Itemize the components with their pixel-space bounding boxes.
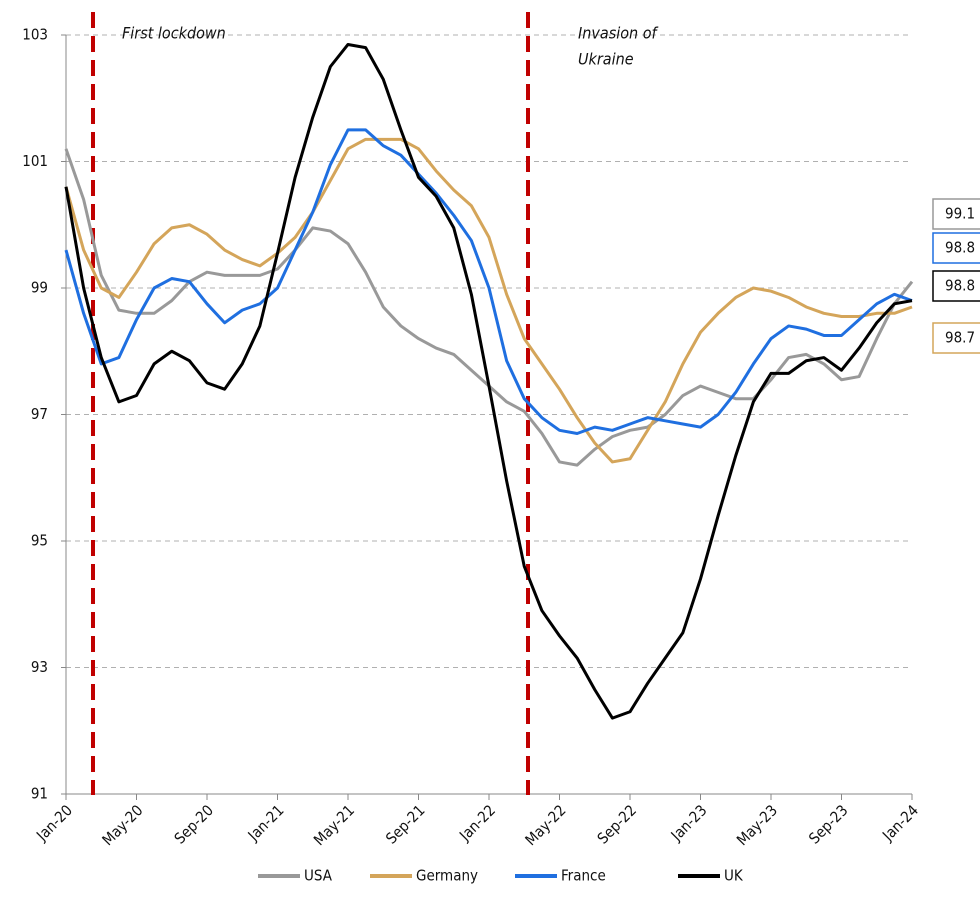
x-tick-label: Sep-20 <box>171 801 217 847</box>
y-tick-label: 97 <box>31 405 48 423</box>
x-tick-label: Jan-23 <box>667 801 711 845</box>
x-tick-label: Sep-23 <box>805 801 851 847</box>
legend-label: USA <box>304 867 333 885</box>
y-tick-label: 101 <box>22 152 48 170</box>
annotation: Invasion of <box>578 24 659 43</box>
series-line <box>64 137 913 464</box>
annotation: Ukraine <box>578 50 634 69</box>
end-label-box <box>932 322 980 354</box>
series-line <box>64 128 913 435</box>
x-tick-label: Jan-22 <box>455 801 499 845</box>
end-label-text: 98.8 <box>945 239 975 257</box>
x-tick-label: May-21 <box>310 801 358 849</box>
end-label: 98.7 <box>932 322 980 354</box>
x-tick-label: Jan-21 <box>244 801 288 845</box>
legend-label: UK <box>724 867 744 885</box>
end-label-text: 98.8 <box>945 277 975 295</box>
y-tick-label: 93 <box>31 658 48 676</box>
end-label: 98.8 <box>932 232 980 264</box>
annotation: First lockdown <box>122 24 226 43</box>
x-tick-label: Jan-20 <box>32 801 76 845</box>
end-label-text: 98.7 <box>945 329 975 347</box>
x-tick-label: May-20 <box>99 801 147 849</box>
x-tick-label: Sep-22 <box>594 801 640 847</box>
y-tick-label: 99 <box>31 279 48 297</box>
legend-label: France <box>561 867 606 885</box>
x-tick-label: Sep-21 <box>382 801 428 847</box>
x-tick-label: May-22 <box>522 801 570 849</box>
x-tick-label: May-23 <box>733 801 781 849</box>
y-tick-label: 103 <box>22 26 48 44</box>
y-tick-label: 95 <box>31 532 48 550</box>
end-label-box <box>932 232 980 264</box>
end-label: 99.1 <box>932 198 980 230</box>
end-label: 98.8 <box>932 270 980 302</box>
legend-label: Germany <box>416 867 478 885</box>
y-tick-label: 91 <box>31 785 48 803</box>
end-label-box <box>932 198 980 230</box>
end-label-box <box>932 270 980 302</box>
series-line <box>64 148 914 467</box>
x-tick-label: Jan-24 <box>878 801 922 845</box>
end-label-text: 99.1 <box>945 205 975 223</box>
series-line <box>64 42 913 720</box>
